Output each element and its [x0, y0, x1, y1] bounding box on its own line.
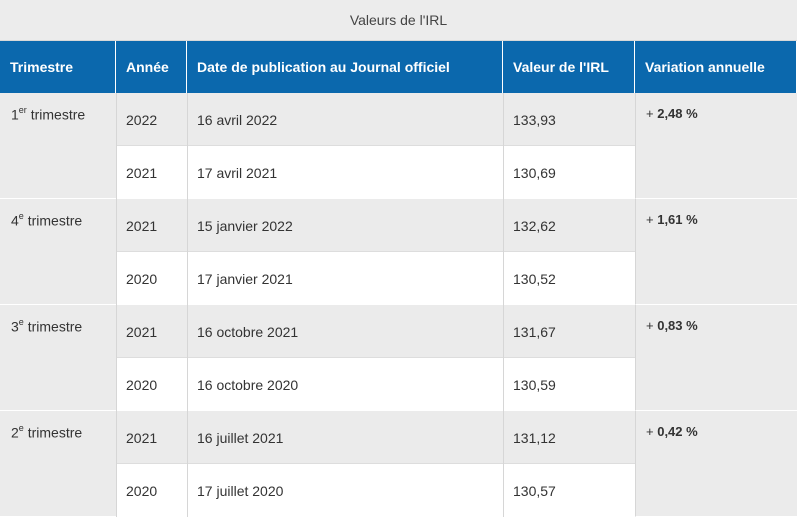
cell-trimestre: 2e trimestre [0, 411, 116, 517]
cell-valeur: 132,62 [503, 199, 635, 252]
cell-trimestre: 1er trimestre [0, 93, 116, 199]
cell-date: 17 janvier 2021 [187, 252, 503, 305]
row-divider [116, 463, 635, 464]
column-divider [503, 93, 504, 517]
cell-annee: 2021 [116, 199, 187, 252]
cell-trimestre: 3e trimestre [0, 305, 116, 411]
column-divider [116, 93, 117, 517]
cell-annee: 2020 [116, 464, 187, 517]
header-date-publication: Date de publication au Journal officiel [187, 41, 503, 93]
cell-valeur: 133,93 [503, 93, 635, 146]
row-divider [116, 251, 635, 252]
cell-valeur: 130,57 [503, 464, 635, 517]
cell-annee: 2020 [116, 358, 187, 411]
cell-valeur: 130,59 [503, 358, 635, 411]
cell-date: 17 juillet 2020 [187, 464, 503, 517]
row-divider [116, 145, 635, 146]
cell-valeur: 131,12 [503, 411, 635, 464]
cell-annee: 2020 [116, 252, 187, 305]
column-divider [187, 93, 188, 517]
table-caption: Valeurs de l'IRL [0, 0, 797, 41]
cell-variation: + 0,42 % [635, 411, 797, 517]
cell-annee: 2021 [116, 411, 187, 464]
cell-variation: + 1,61 % [635, 199, 797, 305]
header-trimestre: Trimestre [0, 41, 116, 93]
cell-annee: 2021 [116, 146, 187, 199]
cell-annee: 2022 [116, 93, 187, 146]
cell-variation: + 0,83 % [635, 305, 797, 411]
cell-valeur: 131,67 [503, 305, 635, 358]
cell-date: 16 avril 2022 [187, 93, 503, 146]
cell-variation: + 2,48 % [635, 93, 797, 199]
cell-date: 15 janvier 2022 [187, 199, 503, 252]
header-annee: Année [116, 41, 187, 93]
cell-date: 16 juillet 2021 [187, 411, 503, 464]
cell-valeur: 130,52 [503, 252, 635, 305]
cell-trimestre: 4e trimestre [0, 199, 116, 305]
cell-date: 16 octobre 2021 [187, 305, 503, 358]
cell-date: 17 avril 2021 [187, 146, 503, 199]
row-divider [116, 357, 635, 358]
cell-annee: 2021 [116, 305, 187, 358]
header-variation: Variation annuelle [635, 41, 797, 93]
cell-date: 16 octobre 2020 [187, 358, 503, 411]
cell-valeur: 130,69 [503, 146, 635, 199]
header-valeur: Valeur de l'IRL [503, 41, 635, 93]
